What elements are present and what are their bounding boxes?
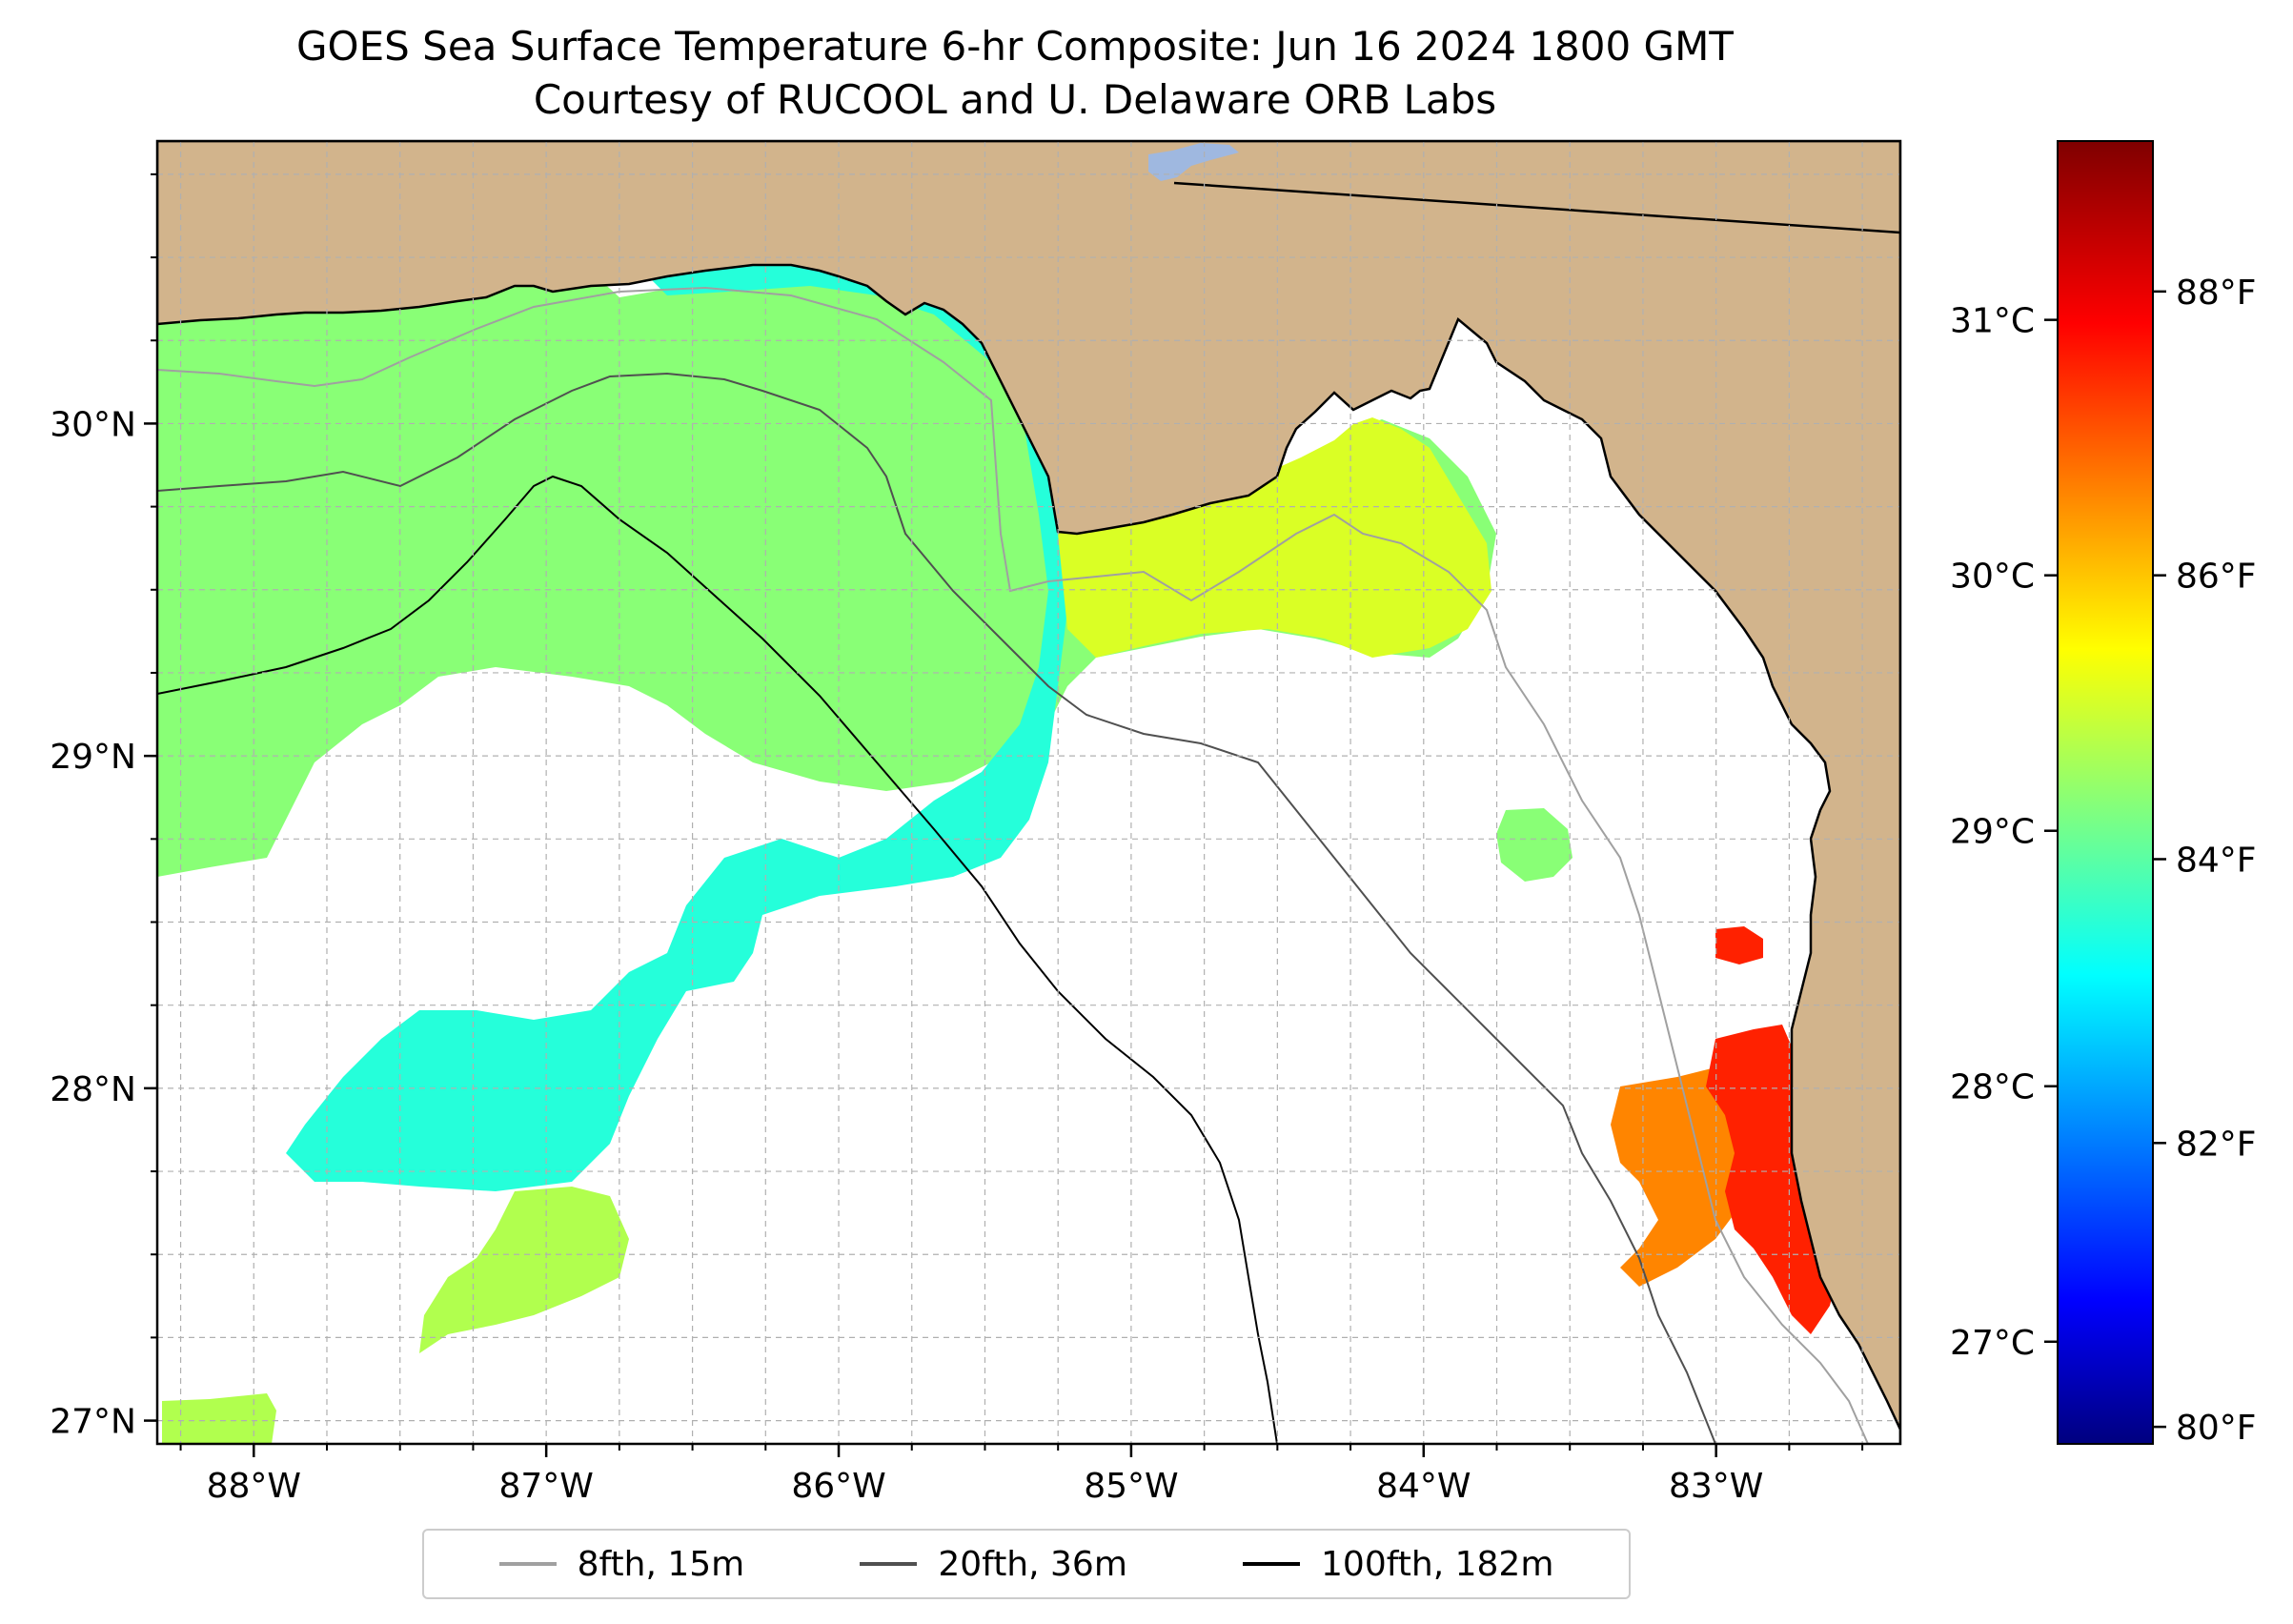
lon-tick-label: 88°W: [207, 1467, 301, 1506]
land-border: [1173, 181, 1900, 234]
lon-tick-label: 87°W: [498, 1467, 593, 1506]
legend-swatch-100fth: [1243, 1562, 1301, 1566]
legend-item-100fth: 100fth, 182m: [1243, 1545, 1553, 1584]
isobath-100fth-182m: [157, 475, 1278, 1444]
lake: [1148, 143, 1239, 181]
isobath-legend: 8fth, 15m 20fth, 36m 100fth, 182m: [422, 1529, 1631, 1599]
sst-region-western-shelf: [157, 219, 1496, 877]
sst-region-mid-patch: [1496, 808, 1573, 882]
lat-tick-label: 27°N: [50, 1403, 136, 1442]
lat-tick-label: 29°N: [50, 738, 136, 777]
colorbar-frame: [2057, 140, 2154, 1445]
colorbar-gradient: [2058, 141, 2153, 1444]
colorbar-fahrenheit-label: 80°F: [2176, 1409, 2257, 1448]
map-panel: [157, 141, 1900, 1444]
land-north: [157, 141, 1900, 1444]
isobath-20fth-36m: [157, 372, 1716, 1444]
map-frame: [155, 139, 1902, 1446]
colorbar-celsius-label: 28°C: [1950, 1068, 2035, 1107]
lat-tick-label: 30°N: [50, 405, 136, 444]
lon-tick-label: 83°W: [1669, 1467, 1763, 1506]
colorbar-fahrenheit-label: 88°F: [2176, 274, 2257, 313]
sst-region-tampa-small: [1715, 926, 1763, 964]
colorbar-celsius-ticks: 27°C 28°C 29°C 30°C 31°C: [1950, 302, 2058, 1363]
isobath-8fth-15m: [157, 286, 1869, 1444]
sst-region-south-patch-1: [419, 1187, 629, 1353]
legend-label-100fth: 100fth, 182m: [1321, 1544, 1554, 1584]
grid-lines: [157, 141, 1900, 1444]
lon-tick-label: 86°W: [791, 1467, 885, 1506]
legend-item-20fth: 20fth, 36m: [860, 1545, 1127, 1584]
colorbar-fahrenheit-label: 84°F: [2176, 841, 2257, 880]
colorbar-fahrenheit-ticks: 80°F 82°F 84°F 86°F 88°F: [2153, 274, 2257, 1448]
legend-label-8fth: 8fth, 15m: [577, 1544, 745, 1584]
legend-swatch-20fth: [860, 1562, 918, 1566]
legend-swatch-8fth: [498, 1562, 557, 1566]
chart-title: GOES Sea Surface Temperature 6-hr Compos…: [296, 23, 1734, 70]
colorbar-fahrenheit-label: 86°F: [2176, 558, 2257, 597]
sst-region-big-bend: [1058, 417, 1491, 658]
colorbar: 27°C 28°C 29°C 30°C 31°C 80°F 82°F 84°F 86°F 88°…: [1950, 140, 2257, 1448]
colorbar-fahrenheit-label: 82°F: [2176, 1125, 2257, 1164]
lon-tick-label: 85°W: [1084, 1467, 1178, 1506]
colorbar-celsius-label: 27°C: [1950, 1324, 2035, 1363]
sst-region-south-patch-2: [162, 1393, 276, 1444]
legend-label-20fth: 20fth, 36m: [938, 1544, 1127, 1584]
lon-tick-group: 88°W 87°W 86°W 85°W 84°W 83°W: [179, 1444, 1864, 1506]
colorbar-celsius-label: 31°C: [1950, 302, 2035, 341]
lat-tick-group: 30°N 29°N 28°N 27°N: [50, 173, 157, 1442]
lat-tick-label: 28°N: [50, 1070, 136, 1109]
colorbar-celsius-label: 29°C: [1950, 813, 2035, 852]
colorbar-celsius-label: 30°C: [1950, 558, 2035, 597]
legend-item-8fth: 8fth, 15m: [498, 1544, 745, 1584]
chart-subtitle: Courtesy of RUCOOL and U. Delaware ORB L…: [533, 76, 1497, 123]
lon-tick-label: 84°W: [1376, 1467, 1471, 1506]
